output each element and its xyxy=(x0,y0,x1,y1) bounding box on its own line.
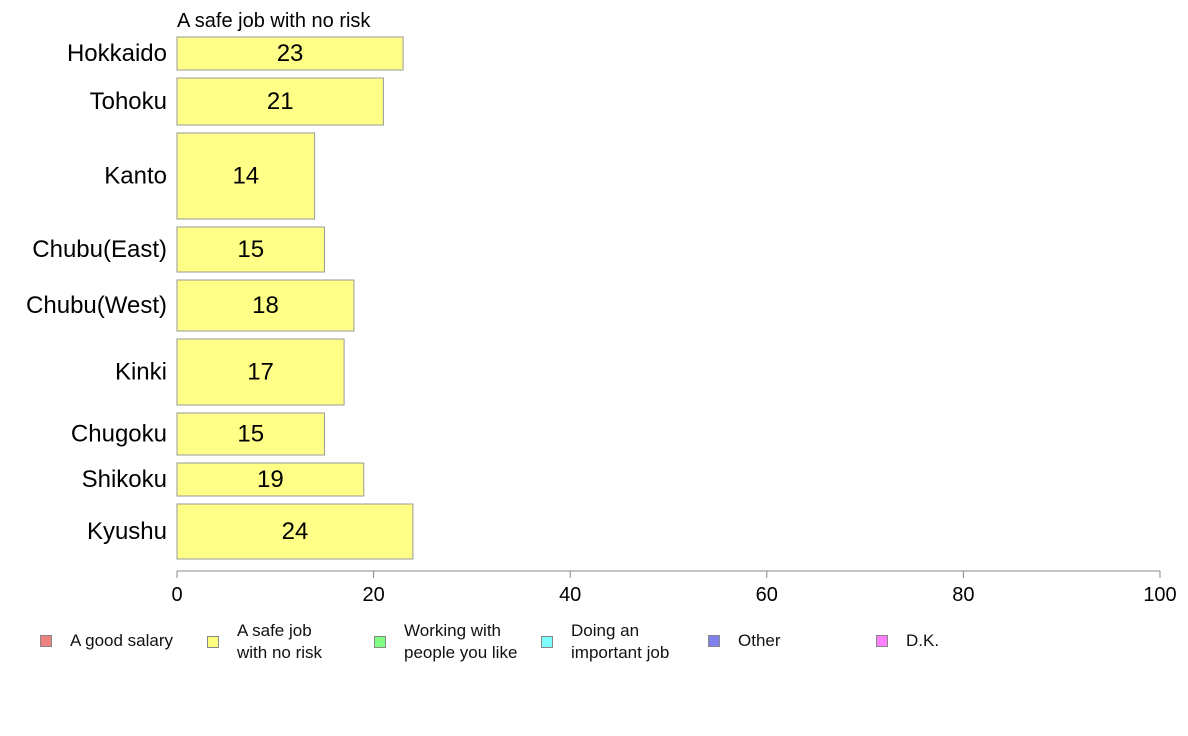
bar-value-label: 15 xyxy=(237,236,264,263)
bar-tohoku xyxy=(176,77,384,126)
legend-item-working-with-people: Working with people you like xyxy=(374,620,517,664)
bar-value-label: 17 xyxy=(247,359,274,386)
x-axis: 0 20 40 60 80 100 xyxy=(171,570,1177,606)
x-tick-label: 80 xyxy=(952,584,974,606)
x-tick-label: 40 xyxy=(559,584,581,606)
legend-swatch xyxy=(876,635,888,647)
legend-item-other: Other xyxy=(708,630,781,652)
legend-swatch xyxy=(708,635,720,647)
category-label: Hokkaido xyxy=(67,40,167,67)
bar-shikoku xyxy=(176,462,365,497)
category-label: Tohoku xyxy=(90,88,167,115)
legend-item-important-job: Doing an important job xyxy=(541,620,669,664)
chart-area: A safe job with no risk Hokkaido 23 Tohoku… xyxy=(26,10,1177,606)
category-label: Kyushu xyxy=(87,518,167,545)
category-label: Chugoku xyxy=(71,421,167,448)
legend-swatch xyxy=(207,636,219,648)
legend-label: Working with people you like xyxy=(404,621,518,662)
bar-kyushu xyxy=(176,503,414,560)
legend-swatch xyxy=(541,636,553,648)
legend-label: Other xyxy=(738,631,781,650)
category-label: Chubu(West) xyxy=(26,292,167,319)
x-tick-label: 100 xyxy=(1143,584,1176,606)
legend-swatch xyxy=(374,636,386,648)
legend-item-dk: D.K. xyxy=(876,630,939,652)
bar-hokkaido xyxy=(176,36,404,71)
legend-label: A safe job with no risk xyxy=(237,621,323,662)
bar-kinki xyxy=(176,338,345,406)
legend-label: D.K. xyxy=(906,631,940,650)
x-tick-label: 20 xyxy=(362,584,384,606)
x-tick-label: 0 xyxy=(171,584,182,606)
bars-group: Hokkaido 23 Tohoku 21 Kanto 14 Chubu(East) 15 Ch… xyxy=(26,36,414,560)
bar-kanto xyxy=(176,132,316,220)
category-label: Shikoku xyxy=(82,466,167,493)
bar-chubu-west xyxy=(176,279,355,332)
legend-label: Doing an important job xyxy=(571,621,670,662)
bar-value-label: 21 xyxy=(267,88,294,115)
bar-value-label: 19 xyxy=(257,466,284,493)
legend-label: A good salary xyxy=(70,631,174,650)
bar-value-label: 15 xyxy=(237,421,264,448)
bar-value-label: 18 xyxy=(252,292,279,319)
bar-value-label: 24 xyxy=(282,518,309,545)
legend-swatch xyxy=(40,635,52,647)
legend: A good salary A safe job with no risk Wo… xyxy=(0,620,1188,680)
category-label: Kanto xyxy=(104,163,167,190)
legend-item-good-salary: A good salary xyxy=(40,630,173,652)
x-tick-label: 60 xyxy=(756,584,778,606)
bar-chubu-east xyxy=(176,226,325,273)
bar-value-label: 23 xyxy=(277,40,304,67)
legend-item-safe-job: A safe job with no risk xyxy=(207,620,322,664)
chart-title: A safe job with no risk xyxy=(177,10,371,32)
bar-value-label: 14 xyxy=(232,163,259,190)
category-label: Chubu(East) xyxy=(32,236,167,263)
category-label: Kinki xyxy=(115,359,167,386)
bar-chugoku xyxy=(176,412,325,456)
